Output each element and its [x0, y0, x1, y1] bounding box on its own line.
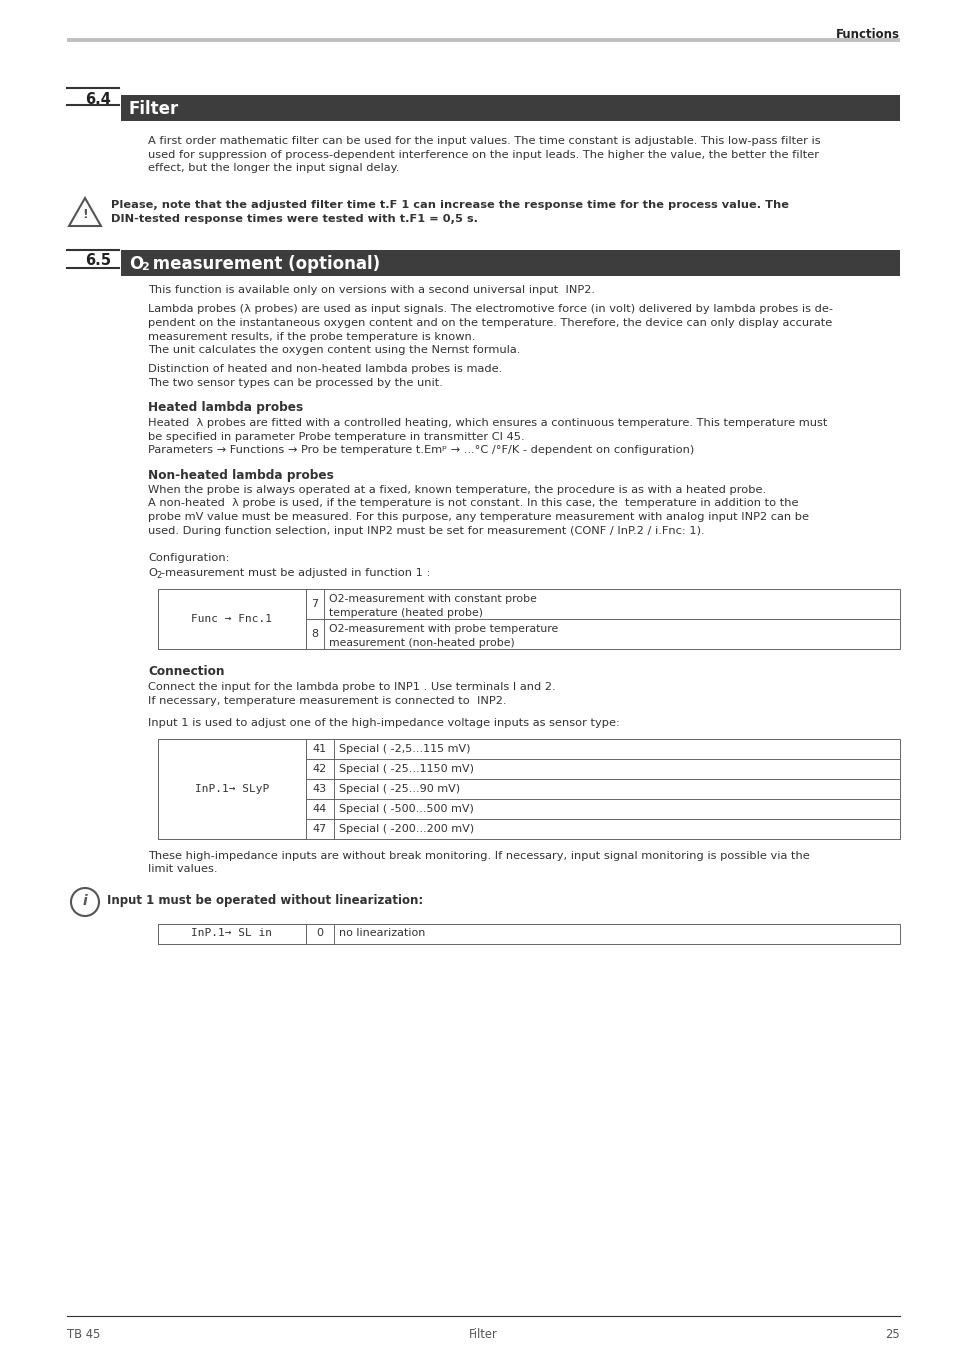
- Text: 6.5: 6.5: [85, 252, 111, 269]
- Text: 7: 7: [311, 599, 318, 609]
- Text: Parameters → Functions → Pro be temperature t.Emᵖ → ...°C /°F/K - dependent on c: Parameters → Functions → Pro be temperat…: [148, 446, 694, 455]
- Bar: [306, 620, 324, 649]
- Bar: [158, 738, 306, 838]
- Bar: [158, 923, 306, 944]
- Bar: [121, 250, 899, 275]
- Text: measurement results, if the probe temperature is known.: measurement results, if the probe temper…: [148, 332, 475, 342]
- Text: A non-heated  λ probe is used, if the temperature is not constant. In this case,: A non-heated λ probe is used, if the tem…: [148, 498, 798, 509]
- Text: i: i: [83, 894, 88, 909]
- Text: Heated  λ probes are fitted with a controlled heating, which ensures a continuou: Heated λ probes are fitted with a contro…: [148, 418, 826, 428]
- Text: Connection: Connection: [148, 666, 224, 678]
- Text: A first order mathematic filter can be used for the input values. The time const: A first order mathematic filter can be u…: [148, 136, 820, 146]
- Text: Input 1 is used to adjust one of the high-impedance voltage inputs as sensor typ: Input 1 is used to adjust one of the hig…: [148, 717, 619, 728]
- Text: temperature (heated probe): temperature (heated probe): [329, 608, 482, 617]
- Bar: [158, 589, 899, 649]
- Text: When the probe is always operated at a fixed, known temperature, the procedure i: When the probe is always operated at a f…: [148, 485, 765, 495]
- Bar: [306, 589, 324, 620]
- Text: 8: 8: [311, 629, 318, 639]
- Bar: [158, 738, 899, 838]
- Text: This function is available only on versions with a second universal input  INP2.: This function is available only on versi…: [148, 285, 595, 296]
- Text: 44: 44: [313, 805, 327, 814]
- Text: used for suppression of process-dependent interference on the input leads. The h: used for suppression of process-dependen…: [148, 150, 818, 159]
- Text: limit values.: limit values.: [148, 864, 217, 875]
- Bar: [67, 38, 899, 42]
- Text: O2-measurement with constant probe: O2-measurement with constant probe: [329, 594, 537, 603]
- Text: Special ( -25...90 mV): Special ( -25...90 mV): [338, 784, 459, 794]
- Text: If necessary, temperature measurement is connected to  INP2.: If necessary, temperature measurement is…: [148, 697, 506, 706]
- Text: 2: 2: [156, 571, 161, 579]
- Text: Please, note that the adjusted filter time t.F 1 can increase the response time : Please, note that the adjusted filter ti…: [111, 200, 788, 211]
- Text: 47: 47: [313, 824, 327, 834]
- Text: The two sensor types can be processed by the unit.: The two sensor types can be processed by…: [148, 378, 442, 387]
- Text: be specified in parameter Probe temperature in transmitter CI 45.: be specified in parameter Probe temperat…: [148, 432, 524, 441]
- Text: 42: 42: [313, 764, 327, 774]
- Text: Filter: Filter: [129, 100, 179, 117]
- Bar: [306, 759, 334, 779]
- Bar: [158, 589, 306, 649]
- Text: The unit calculates the oxygen content using the Nernst formula.: The unit calculates the oxygen content u…: [148, 346, 519, 355]
- Text: 25: 25: [884, 1328, 899, 1341]
- Bar: [158, 923, 899, 944]
- Text: Non-heated lambda probes: Non-heated lambda probes: [148, 468, 334, 482]
- Text: Input 1 must be operated without linearization:: Input 1 must be operated without lineari…: [107, 894, 423, 907]
- Text: These high-impedance inputs are without break monitoring. If necessary, input si: These high-impedance inputs are without …: [148, 850, 809, 861]
- Bar: [306, 819, 334, 838]
- Text: 6.4: 6.4: [85, 92, 111, 107]
- Text: Distinction of heated and non-heated lambda probes is made.: Distinction of heated and non-heated lam…: [148, 364, 501, 374]
- Text: pendent on the instantaneous oxygen content and on the temperature. Therefore, t: pendent on the instantaneous oxygen cont…: [148, 319, 831, 328]
- Text: Special ( -200...200 mV): Special ( -200...200 mV): [338, 824, 474, 834]
- Text: no linearization: no linearization: [338, 929, 425, 938]
- Text: probe mV value must be measured. For this purpose, any temperature measurement w: probe mV value must be measured. For thi…: [148, 512, 808, 522]
- Text: measurement (optional): measurement (optional): [147, 255, 379, 273]
- Bar: [306, 779, 334, 799]
- Text: effect, but the longer the input signal delay.: effect, but the longer the input signal …: [148, 163, 399, 173]
- Text: Functions: Functions: [835, 28, 899, 40]
- Text: Special ( -2,5...115 mV): Special ( -2,5...115 mV): [338, 744, 470, 755]
- Text: 0: 0: [316, 929, 323, 938]
- Text: 43: 43: [313, 784, 327, 794]
- Text: O: O: [129, 255, 143, 273]
- Text: Filter: Filter: [469, 1328, 497, 1341]
- Text: InP.1→ SL in: InP.1→ SL in: [192, 929, 273, 938]
- Text: measurement (non-heated probe): measurement (non-heated probe): [329, 637, 515, 648]
- Text: O2-measurement with probe temperature: O2-measurement with probe temperature: [329, 624, 558, 634]
- Bar: [306, 799, 334, 819]
- Text: 2: 2: [141, 262, 149, 271]
- Text: O: O: [148, 567, 156, 578]
- Bar: [306, 923, 334, 944]
- Text: Configuration:: Configuration:: [148, 554, 230, 563]
- Text: TB 45: TB 45: [67, 1328, 100, 1341]
- Bar: [121, 95, 899, 122]
- Text: InP.1→ SLуP: InP.1→ SLуP: [194, 784, 269, 794]
- Text: Special ( -500...500 mV): Special ( -500...500 mV): [338, 805, 474, 814]
- Text: Heated lambda probes: Heated lambda probes: [148, 401, 303, 414]
- Bar: [306, 738, 334, 759]
- Text: Lambda probes (λ probes) are used as input signals. The electromotive force (in : Lambda probes (λ probes) are used as inp…: [148, 305, 832, 315]
- Text: used. During function selection, input INP2 must be set for measurement (CΟNF / : used. During function selection, input I…: [148, 525, 704, 536]
- Text: 41: 41: [313, 744, 327, 755]
- Text: DIN-tested response times were tested with t.F1 = 0,5 s.: DIN-tested response times were tested wi…: [111, 213, 477, 224]
- Text: -measurement must be adjusted in function 1 :: -measurement must be adjusted in functio…: [161, 567, 430, 578]
- Text: Special ( -25...1150 mV): Special ( -25...1150 mV): [338, 764, 474, 774]
- Text: !: !: [82, 208, 88, 220]
- Text: Connect the input for the lambda probe to INP1 . Use terminals I and 2.: Connect the input for the lambda probe t…: [148, 683, 555, 693]
- Text: Func → Fnc.1: Func → Fnc.1: [192, 614, 273, 624]
